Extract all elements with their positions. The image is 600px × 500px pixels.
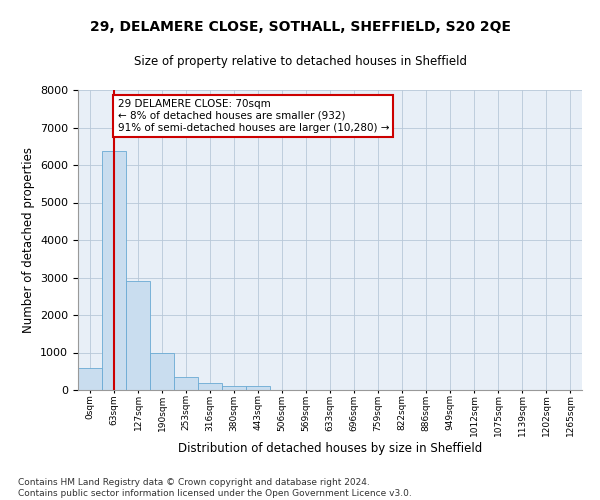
Bar	[126, 281, 150, 390]
Bar	[150, 353, 174, 390]
Bar	[174, 376, 198, 390]
Text: Contains HM Land Registry data © Crown copyright and database right 2024.
Contai: Contains HM Land Registry data © Crown c…	[18, 478, 412, 498]
Bar	[198, 384, 222, 390]
Bar	[222, 386, 246, 390]
Bar	[246, 386, 270, 390]
Y-axis label: Number of detached properties: Number of detached properties	[22, 147, 35, 333]
Bar	[78, 368, 102, 390]
Text: Size of property relative to detached houses in Sheffield: Size of property relative to detached ho…	[133, 55, 467, 68]
X-axis label: Distribution of detached houses by size in Sheffield: Distribution of detached houses by size …	[178, 442, 482, 455]
Bar	[102, 151, 126, 390]
Text: 29 DELAMERE CLOSE: 70sqm
← 8% of detached houses are smaller (932)
91% of semi-d: 29 DELAMERE CLOSE: 70sqm ← 8% of detache…	[118, 100, 389, 132]
Text: 29, DELAMERE CLOSE, SOTHALL, SHEFFIELD, S20 2QE: 29, DELAMERE CLOSE, SOTHALL, SHEFFIELD, …	[89, 20, 511, 34]
